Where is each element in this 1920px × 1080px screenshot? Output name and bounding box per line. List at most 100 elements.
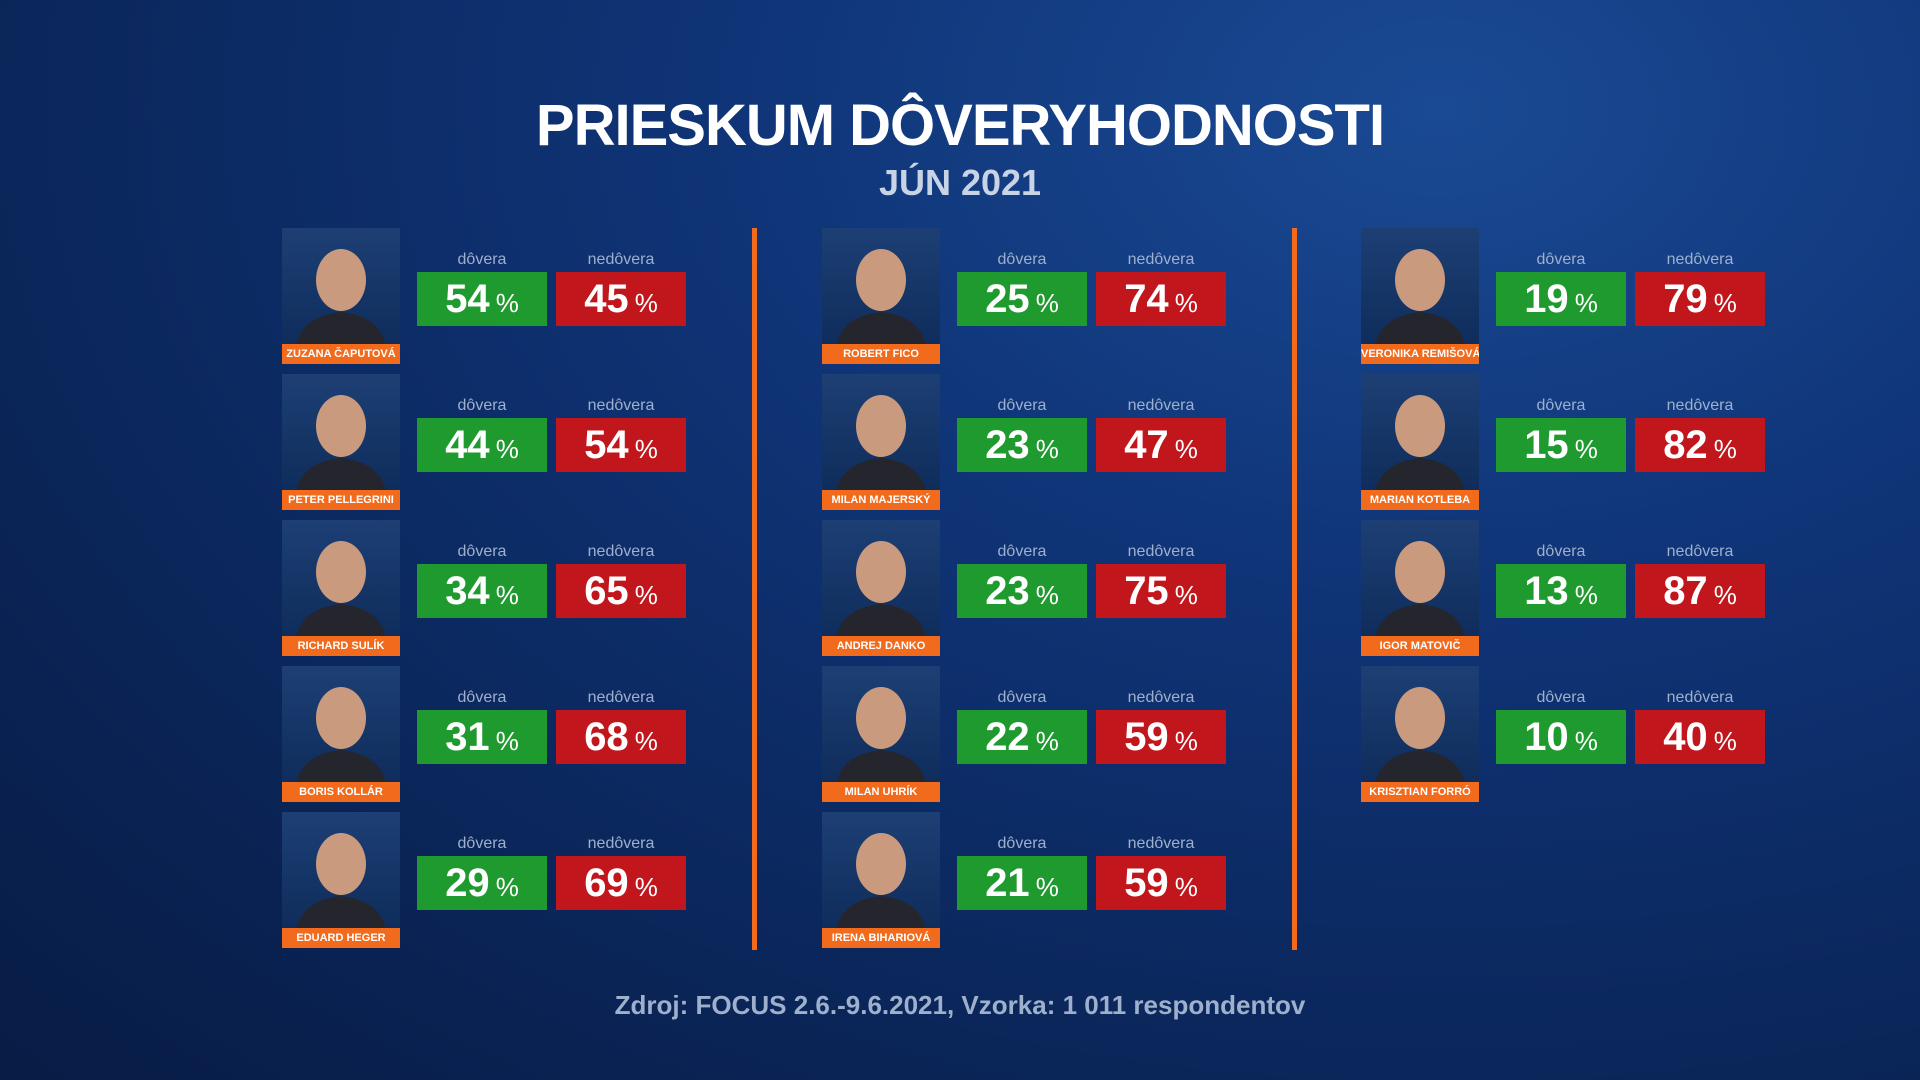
silhouette-shoulders [296, 750, 386, 784]
trust-label: dôvera [1536, 397, 1586, 414]
distrust-label: nedôvera [1666, 543, 1734, 560]
distrust-label: nedôvera [1127, 397, 1195, 414]
percent-sign: % [1574, 288, 1598, 318]
distrust-value-box: 79% [1635, 272, 1765, 326]
distrust-value: 87 [1663, 569, 1708, 613]
column-divider-right [1292, 228, 1297, 950]
trust-label: dôvera [457, 835, 507, 852]
distrust-value-box: 82% [1635, 418, 1765, 472]
distrust-value: 75 [1124, 569, 1169, 613]
silhouette-head [316, 541, 366, 603]
person-silhouette-icon [836, 395, 926, 492]
silhouette-head [316, 687, 366, 749]
candidate-photo: ZUZANA ČAPUTOVÁ [282, 228, 400, 364]
candidate-row: RICHARD SULÍK dôvera nedôvera 34% 65% [282, 520, 702, 660]
silhouette-shoulders [836, 312, 926, 346]
trust-value-box: 10% [1496, 710, 1626, 764]
distrust-value-box: 59% [1096, 710, 1226, 764]
silhouette-shoulders [296, 896, 386, 930]
silhouette-head [316, 833, 366, 895]
column-divider-left [752, 228, 757, 950]
percent-sign: % [1174, 872, 1198, 902]
candidate-photo: RICHARD SULÍK [282, 520, 400, 656]
distrust-value-box: 68% [556, 710, 686, 764]
percent-sign: % [634, 288, 658, 318]
trust-value-box: 34% [417, 564, 547, 618]
percent-sign: % [634, 434, 658, 464]
candidate-row: IRENA BIHARIOVÁ dôvera nedôvera 21% 59% [822, 812, 1242, 952]
candidate-name: KRISZTIAN FORRÓ [1361, 782, 1479, 802]
candidate-row: MILAN MAJERSKÝ dôvera nedôvera 23% 47% [822, 374, 1242, 514]
candidate-photo: IRENA BIHARIOVÁ [822, 812, 940, 948]
trust-value: 25 [985, 277, 1030, 321]
trust-value-box: 29% [417, 856, 547, 910]
candidate-name: EDUARD HEGER [282, 928, 400, 948]
distrust-value: 59 [1124, 861, 1169, 905]
trust-value: 19 [1524, 277, 1569, 321]
distrust-label: nedôvera [1127, 689, 1195, 706]
candidate-name: ROBERT FICO [822, 344, 940, 364]
candidate-name: ANDREJ DANKO [822, 636, 940, 656]
percent-sign: % [1035, 580, 1059, 610]
person-silhouette-icon [1375, 249, 1465, 346]
distrust-value: 40 [1663, 715, 1708, 759]
candidate-row: BORIS KOLLÁR dôvera nedôvera 31% 68% [282, 666, 702, 806]
candidate-photo: ROBERT FICO [822, 228, 940, 364]
distrust-value: 79 [1663, 277, 1708, 321]
distrust-label: nedôvera [587, 835, 655, 852]
trust-value-box: 44% [417, 418, 547, 472]
candidate-photo: BORIS KOLLÁR [282, 666, 400, 802]
trust-value-box: 13% [1496, 564, 1626, 618]
silhouette-shoulders [1375, 750, 1465, 784]
trust-label: dôvera [997, 835, 1047, 852]
distrust-value: 68 [584, 715, 629, 759]
trust-value-box: 19% [1496, 272, 1626, 326]
percent-sign: % [1574, 434, 1598, 464]
person-silhouette-icon [1375, 395, 1465, 492]
trust-value: 44 [445, 423, 490, 467]
silhouette-shoulders [836, 896, 926, 930]
distrust-label: nedôvera [1127, 251, 1195, 268]
percent-sign: % [634, 580, 658, 610]
distrust-value: 69 [584, 861, 629, 905]
silhouette-head [856, 687, 906, 749]
distrust-value: 59 [1124, 715, 1169, 759]
distrust-value-box: 65% [556, 564, 686, 618]
distrust-value-box: 87% [1635, 564, 1765, 618]
distrust-value-box: 54% [556, 418, 686, 472]
trust-value-box: 21% [957, 856, 1087, 910]
candidate-row: MILAN UHRÍK dôvera nedôvera 22% 59% [822, 666, 1242, 806]
trust-label: dôvera [457, 689, 507, 706]
percent-sign: % [1035, 434, 1059, 464]
person-silhouette-icon [1375, 541, 1465, 638]
distrust-label: nedôvera [587, 251, 655, 268]
trust-value: 54 [445, 277, 490, 321]
trust-value: 21 [985, 861, 1030, 905]
distrust-label: nedôvera [587, 689, 655, 706]
percent-sign: % [1713, 288, 1737, 318]
distrust-value: 54 [584, 423, 629, 467]
candidate-photo: KRISZTIAN FORRÓ [1361, 666, 1479, 802]
silhouette-shoulders [836, 458, 926, 492]
candidate-photo: ANDREJ DANKO [822, 520, 940, 656]
trust-value-box: 23% [957, 418, 1087, 472]
candidate-photo: IGOR MATOVIČ [1361, 520, 1479, 656]
distrust-label: nedôvera [1666, 251, 1734, 268]
candidate-name: PETER PELLEGRINI [282, 490, 400, 510]
silhouette-shoulders [1375, 604, 1465, 638]
candidate-row: KRISZTIAN FORRÓ dôvera nedôvera 10% 40% [1361, 666, 1781, 806]
trust-value: 15 [1524, 423, 1569, 467]
candidate-row: ANDREJ DANKO dôvera nedôvera 23% 75% [822, 520, 1242, 660]
silhouette-shoulders [1375, 458, 1465, 492]
candidate-name: VERONIKA REMIŠOVÁ [1361, 344, 1479, 364]
trust-label: dôvera [997, 251, 1047, 268]
candidate-photo: PETER PELLEGRINI [282, 374, 400, 510]
percent-sign: % [1574, 580, 1598, 610]
percent-sign: % [1713, 434, 1737, 464]
candidate-row: ROBERT FICO dôvera nedôvera 25% 74% [822, 228, 1242, 368]
percent-sign: % [495, 872, 519, 902]
trust-value-box: 54% [417, 272, 547, 326]
percent-sign: % [634, 726, 658, 756]
person-silhouette-icon [296, 395, 386, 492]
candidate-row: PETER PELLEGRINI dôvera nedôvera 44% 54% [282, 374, 702, 514]
